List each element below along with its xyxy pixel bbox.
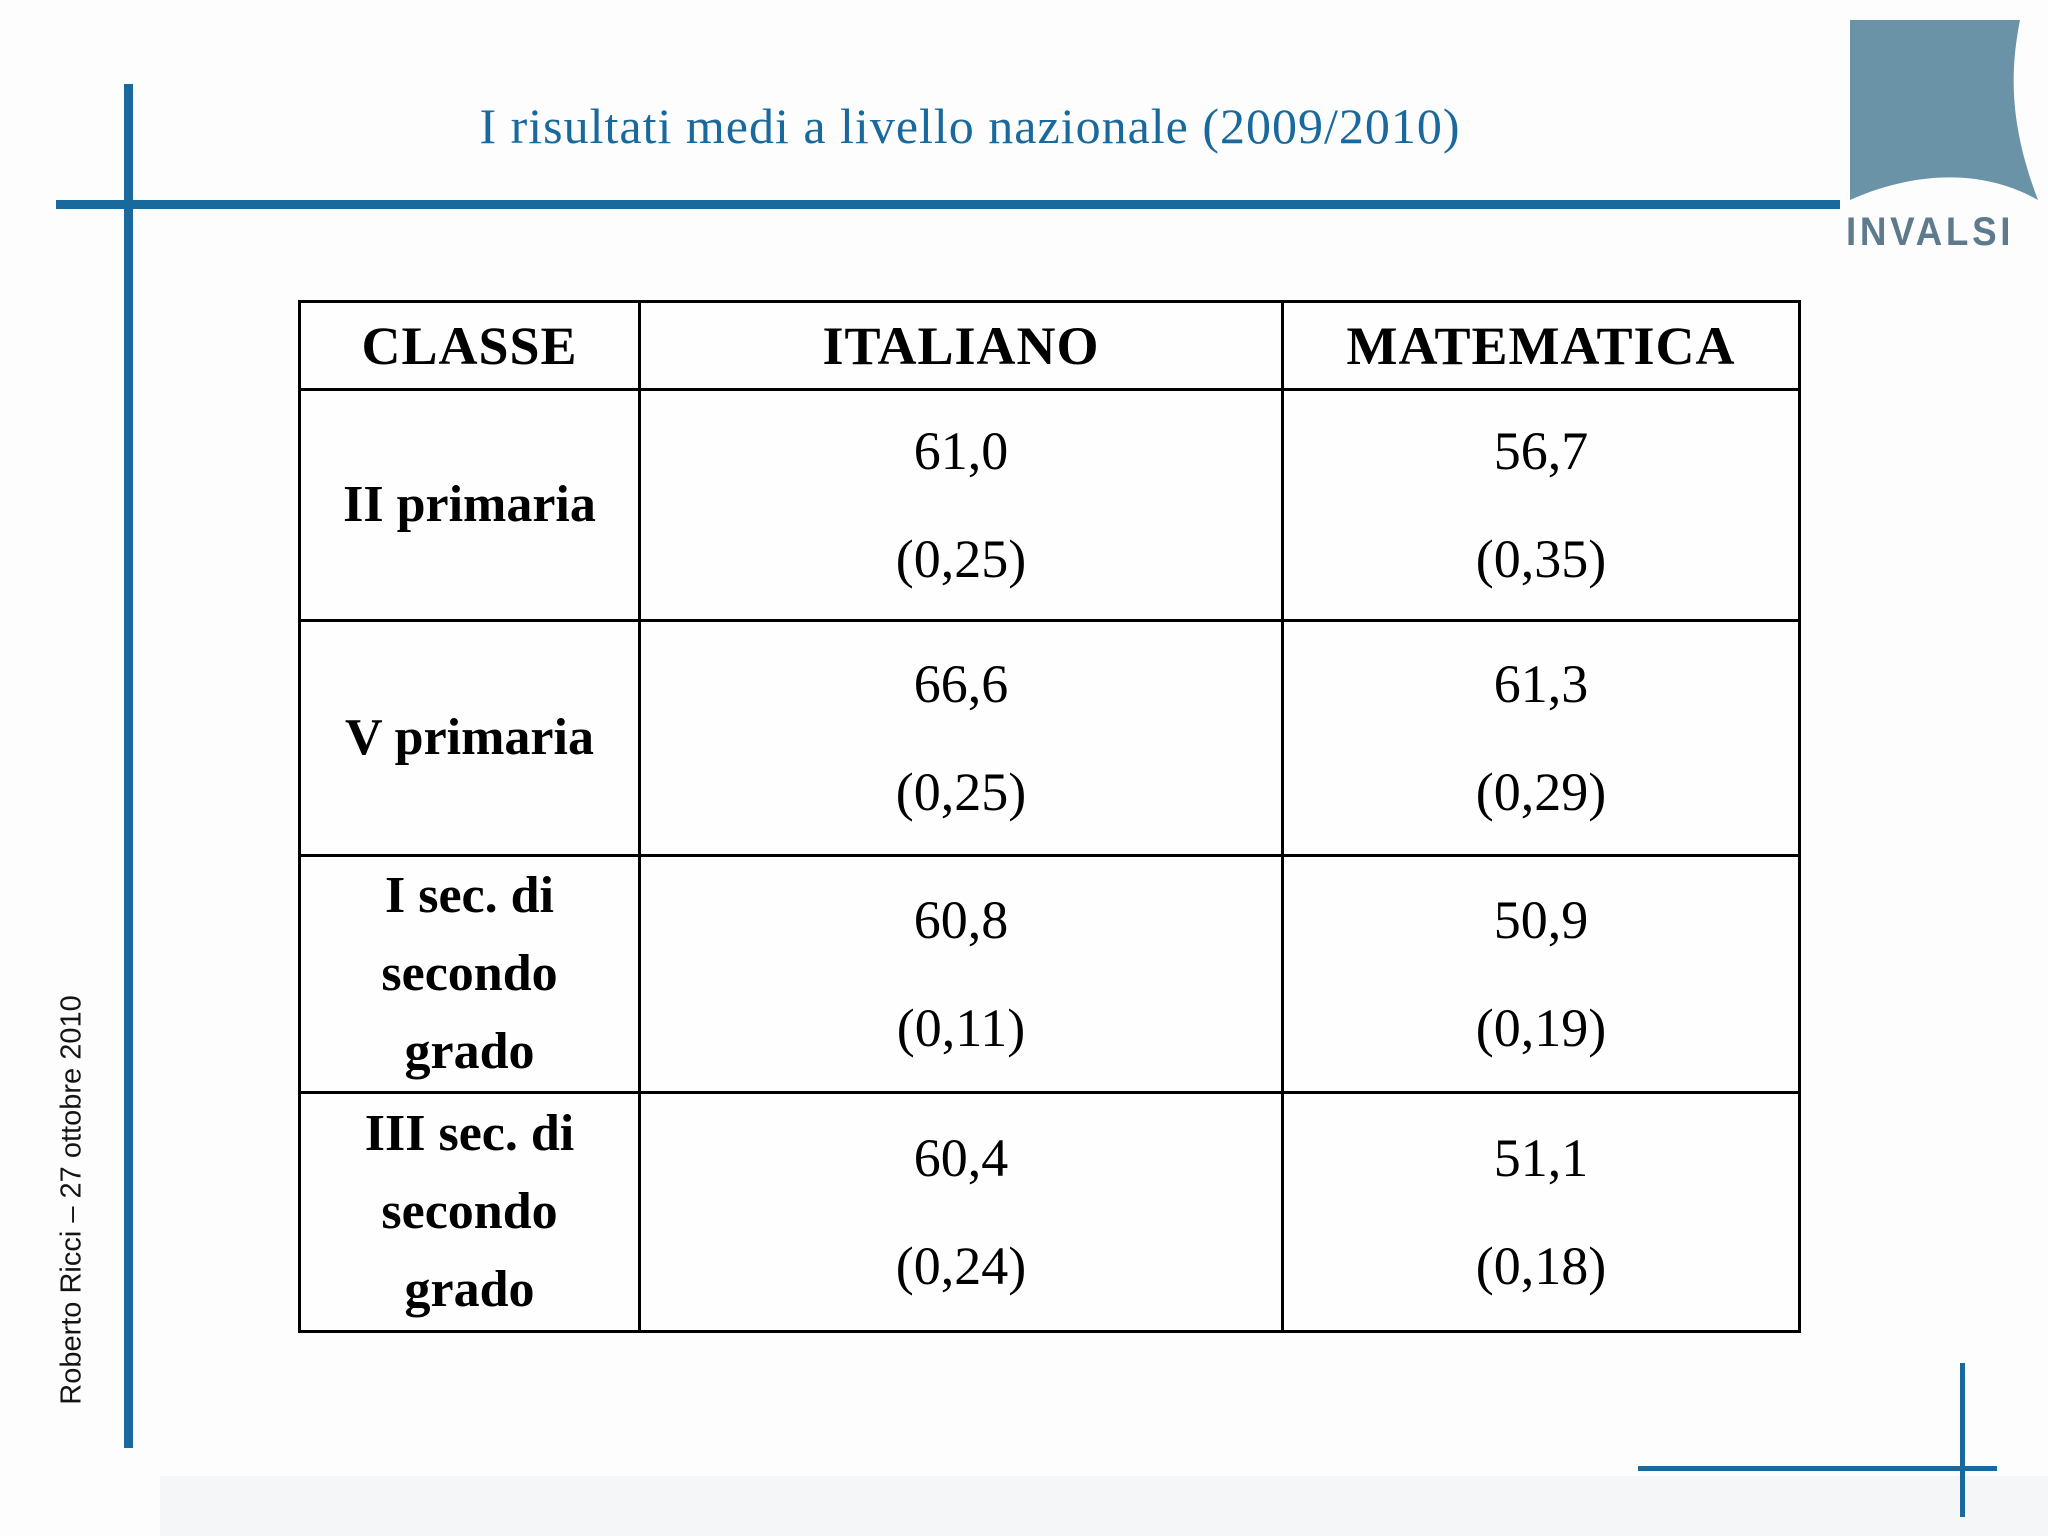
score-se: (0,25) [895,529,1027,589]
invalsi-logo: INVALSI [1846,16,2042,256]
table-row: III sec. di secondo grado 60,4 (0,24) 51… [298,1091,1801,1333]
invalsi-sail-icon [1850,20,2038,200]
score-value: 60,8 [913,890,1009,950]
header-matematica: MATEMATICA [1281,300,1801,391]
italiano-cell: 60,4 (0,24) [638,1091,1284,1333]
italiano-cell: 60,8 (0,11) [638,854,1284,1094]
invalsi-wordmark: INVALSI [1846,210,2015,254]
results-table: CLASSE ITALIANO MATEMATICA II primaria 6… [298,300,1801,1333]
class-label: I sec. di secondo grado [381,867,558,1080]
score-value: 60,4 [913,1128,1009,1188]
left-vertical-rule [124,84,133,1448]
score-se: (0,11) [896,998,1026,1058]
class-label-cell: V primaria [298,619,641,857]
score-value: 61,3 [1493,654,1589,714]
score-se: (0,29) [1475,762,1607,822]
bottom-horizontal-rule [1638,1466,1997,1471]
table-row: V primaria 66,6 (0,25) 61,3 (0,29) [298,619,1801,857]
title-underline-rule [56,200,1840,209]
class-label-cell: II primaria [298,388,641,622]
score-value: 51,1 [1493,1128,1589,1188]
class-label-cell: I sec. di secondo grado [298,854,641,1094]
header-classe: CLASSE [298,300,641,391]
class-label-cell: III sec. di secondo grado [298,1091,641,1333]
score-value: 66,6 [913,654,1009,714]
score-se: (0,35) [1475,529,1607,589]
matematica-cell: 61,3 (0,29) [1281,619,1801,857]
score-value: 50,9 [1493,890,1589,950]
italiano-cell: 61,0 (0,25) [638,388,1284,622]
page-title: I risultati medi a livello nazionale (20… [479,98,1461,154]
matematica-cell: 50,9 (0,19) [1281,854,1801,1094]
credit-text: Roberto Ricci – 27 ottobre 2010 [55,995,88,1405]
header-italiano: ITALIANO [638,300,1284,391]
score-se: (0,18) [1475,1236,1607,1296]
matematica-cell: 51,1 (0,18) [1281,1091,1801,1333]
table-row: I sec. di secondo grado 60,8 (0,11) 50,9… [298,854,1801,1094]
class-label: V primaria [345,709,594,766]
score-se: (0,19) [1475,998,1607,1058]
score-se: (0,25) [895,762,1027,822]
matematica-cell: 56,7 (0,35) [1281,388,1801,622]
score-value: 61,0 [913,421,1009,481]
table-row: II primaria 61,0 (0,25) 56,7 (0,35) [298,388,1801,622]
class-label: III sec. di secondo grado [364,1105,575,1318]
footer-band [160,1476,2048,1536]
table-header-row: CLASSE ITALIANO MATEMATICA [298,300,1801,391]
bottom-vertical-rule [1960,1363,1965,1517]
score-value: 56,7 [1493,421,1589,481]
class-label: II primaria [343,476,596,533]
italiano-cell: 66,6 (0,25) [638,619,1284,857]
score-se: (0,24) [895,1236,1027,1296]
